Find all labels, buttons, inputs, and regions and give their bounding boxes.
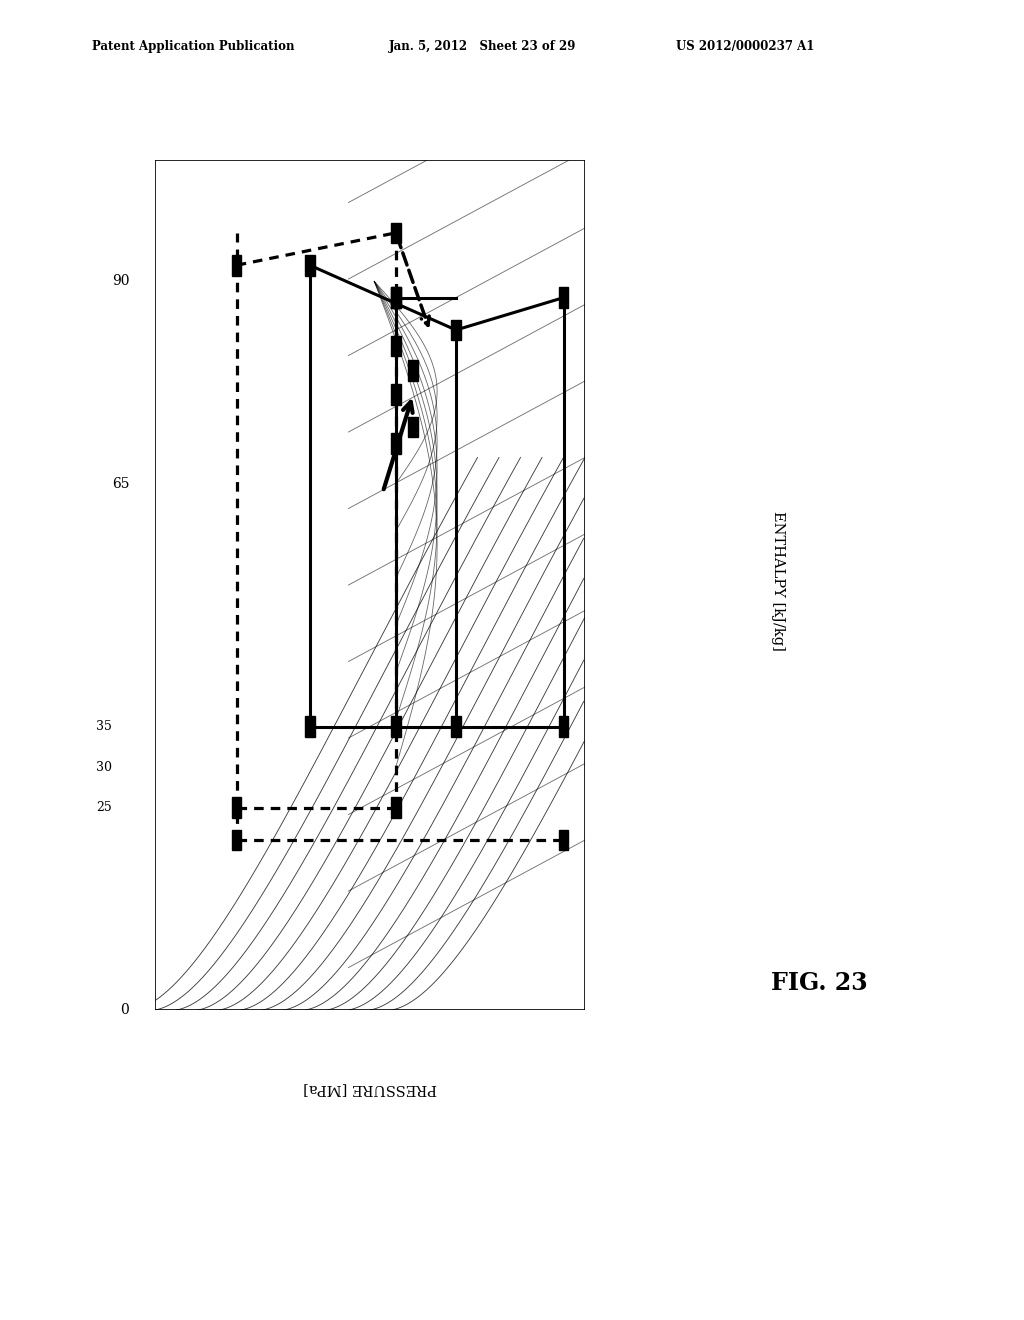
Text: ENTHALPY [kJ/kg]: ENTHALPY [kJ/kg] xyxy=(771,511,785,651)
Bar xyxy=(391,288,400,308)
Text: 0: 0 xyxy=(121,1003,129,1016)
Bar xyxy=(305,255,314,276)
Bar xyxy=(391,384,400,405)
Bar xyxy=(391,433,400,454)
Bar xyxy=(559,830,568,850)
Bar xyxy=(409,417,418,437)
Bar xyxy=(452,319,461,341)
Text: 30: 30 xyxy=(96,760,112,774)
Bar xyxy=(232,255,242,276)
Bar xyxy=(559,288,568,308)
Bar xyxy=(305,717,314,737)
Text: FIG. 23: FIG. 23 xyxy=(771,972,867,995)
Bar xyxy=(391,288,400,308)
Bar xyxy=(391,223,400,243)
Text: Patent Application Publication: Patent Application Publication xyxy=(92,40,295,53)
Bar xyxy=(232,830,242,850)
Bar xyxy=(232,797,242,818)
Text: 90: 90 xyxy=(112,275,129,289)
Bar xyxy=(391,797,400,818)
Bar xyxy=(391,335,400,356)
Text: Jan. 5, 2012   Sheet 23 of 29: Jan. 5, 2012 Sheet 23 of 29 xyxy=(389,40,577,53)
Bar xyxy=(559,717,568,737)
Text: 25: 25 xyxy=(96,801,112,814)
Text: PRESSURE [MPa]: PRESSURE [MPa] xyxy=(303,1082,437,1096)
Bar xyxy=(409,360,418,380)
Text: US 2012/0000237 A1: US 2012/0000237 A1 xyxy=(676,40,814,53)
Text: 65: 65 xyxy=(112,477,129,491)
Bar xyxy=(452,717,461,737)
Bar xyxy=(391,717,400,737)
Text: 35: 35 xyxy=(96,721,112,733)
